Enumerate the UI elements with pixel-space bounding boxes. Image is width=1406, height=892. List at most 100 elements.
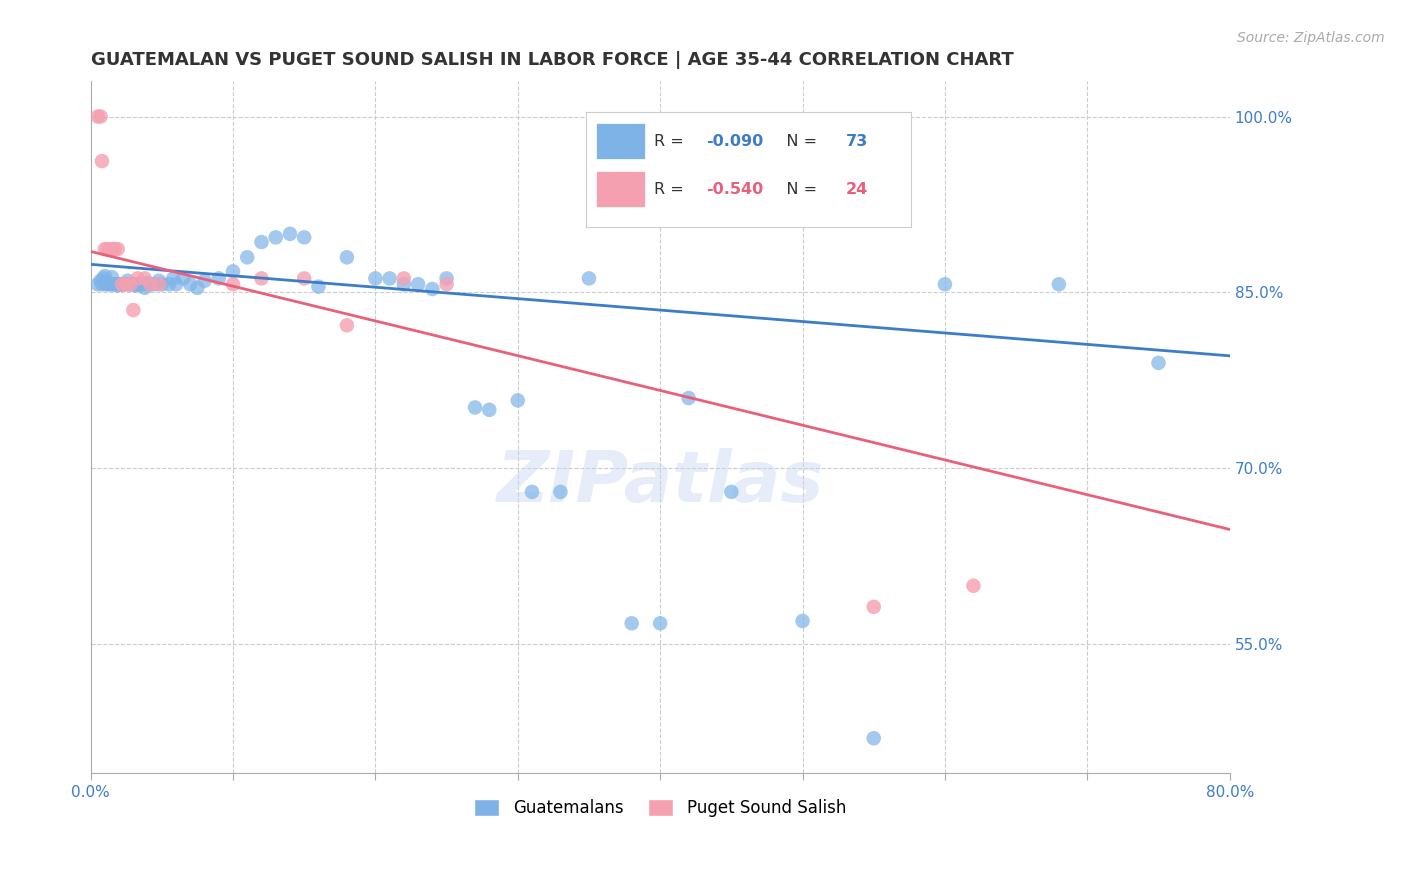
Point [90, 110, 112, 124]
Point [179, 277, 201, 292]
Point [436, 277, 458, 292]
Point [91, 277, 114, 292]
Point [236, 250, 259, 264]
Point [406, 277, 429, 292]
Point [720, 484, 742, 499]
Point [336, 250, 359, 264]
Point [862, 599, 884, 614]
Point [436, 271, 458, 285]
Point [139, 277, 162, 292]
Point [620, 616, 643, 631]
Point [94, 268, 117, 283]
Point [934, 277, 956, 292]
Point [110, 277, 132, 292]
Point [111, 277, 134, 292]
Point [129, 277, 152, 292]
Point [193, 274, 215, 288]
Point [91, 154, 114, 169]
Point [307, 279, 329, 293]
Point [148, 277, 170, 292]
Point [550, 484, 572, 499]
Point [101, 270, 124, 285]
Point [378, 271, 401, 285]
Point [127, 271, 149, 285]
Point [222, 264, 245, 278]
Legend: Guatemalans, Puget Sound Salish: Guatemalans, Puget Sound Salish [468, 792, 852, 824]
Point [104, 277, 127, 292]
Point [94, 276, 117, 290]
Point [520, 484, 543, 499]
Point [250, 235, 273, 249]
Point [862, 731, 884, 746]
Point [87, 110, 110, 124]
Point [506, 393, 529, 408]
Point [478, 402, 501, 417]
Point [107, 278, 129, 293]
Point [250, 271, 273, 285]
Point [97, 277, 120, 292]
Point [172, 271, 194, 285]
Point [222, 277, 245, 292]
Point [392, 277, 415, 292]
Text: GUATEMALAN VS PUGET SOUND SALISH IN LABOR FORCE | AGE 35-44 CORRELATION CHART: GUATEMALAN VS PUGET SOUND SALISH IN LABO… [90, 51, 1014, 69]
Point [962, 579, 984, 593]
Text: Source: ZipAtlas.com: Source: ZipAtlas.com [1237, 31, 1385, 45]
Point [108, 277, 131, 292]
Point [115, 277, 138, 292]
Point [792, 614, 814, 628]
Point [125, 278, 148, 293]
Point [122, 303, 145, 318]
Point [162, 271, 184, 285]
Point [118, 277, 141, 292]
Point [650, 616, 672, 631]
Point [103, 277, 125, 292]
Point [278, 227, 301, 241]
Point [136, 276, 159, 290]
Point [392, 271, 415, 285]
Point [150, 277, 173, 292]
Point [678, 391, 700, 405]
Point [96, 277, 118, 292]
Point [1147, 356, 1170, 370]
Point [105, 277, 128, 292]
Point [578, 271, 600, 285]
Point [120, 277, 142, 292]
Point [122, 277, 145, 292]
Point [134, 281, 156, 295]
Point [139, 277, 162, 292]
Point [115, 277, 138, 292]
Point [104, 242, 127, 256]
Point [264, 230, 287, 244]
Point [422, 282, 444, 296]
Point [90, 274, 112, 288]
Point [364, 271, 387, 285]
Point [165, 277, 187, 292]
Point [112, 277, 135, 292]
Point [111, 277, 134, 292]
Point [117, 274, 139, 288]
Point [186, 281, 208, 295]
Point [101, 242, 124, 256]
Point [157, 277, 180, 292]
Point [100, 277, 122, 292]
Point [97, 242, 120, 256]
Point [143, 277, 166, 292]
Point [107, 242, 129, 256]
Point [336, 318, 359, 333]
Point [1047, 277, 1070, 292]
Point [464, 401, 486, 415]
Point [292, 230, 315, 244]
Point [132, 277, 155, 292]
Point [134, 271, 156, 285]
Point [93, 271, 115, 285]
Point [101, 277, 124, 292]
Point [120, 277, 142, 292]
Point [127, 277, 149, 292]
Point [148, 274, 170, 288]
Point [124, 277, 146, 292]
Point [98, 276, 121, 290]
Point [87, 277, 110, 292]
Point [94, 242, 117, 256]
Point [292, 271, 315, 285]
Text: ZIPatlas: ZIPatlas [496, 449, 824, 517]
